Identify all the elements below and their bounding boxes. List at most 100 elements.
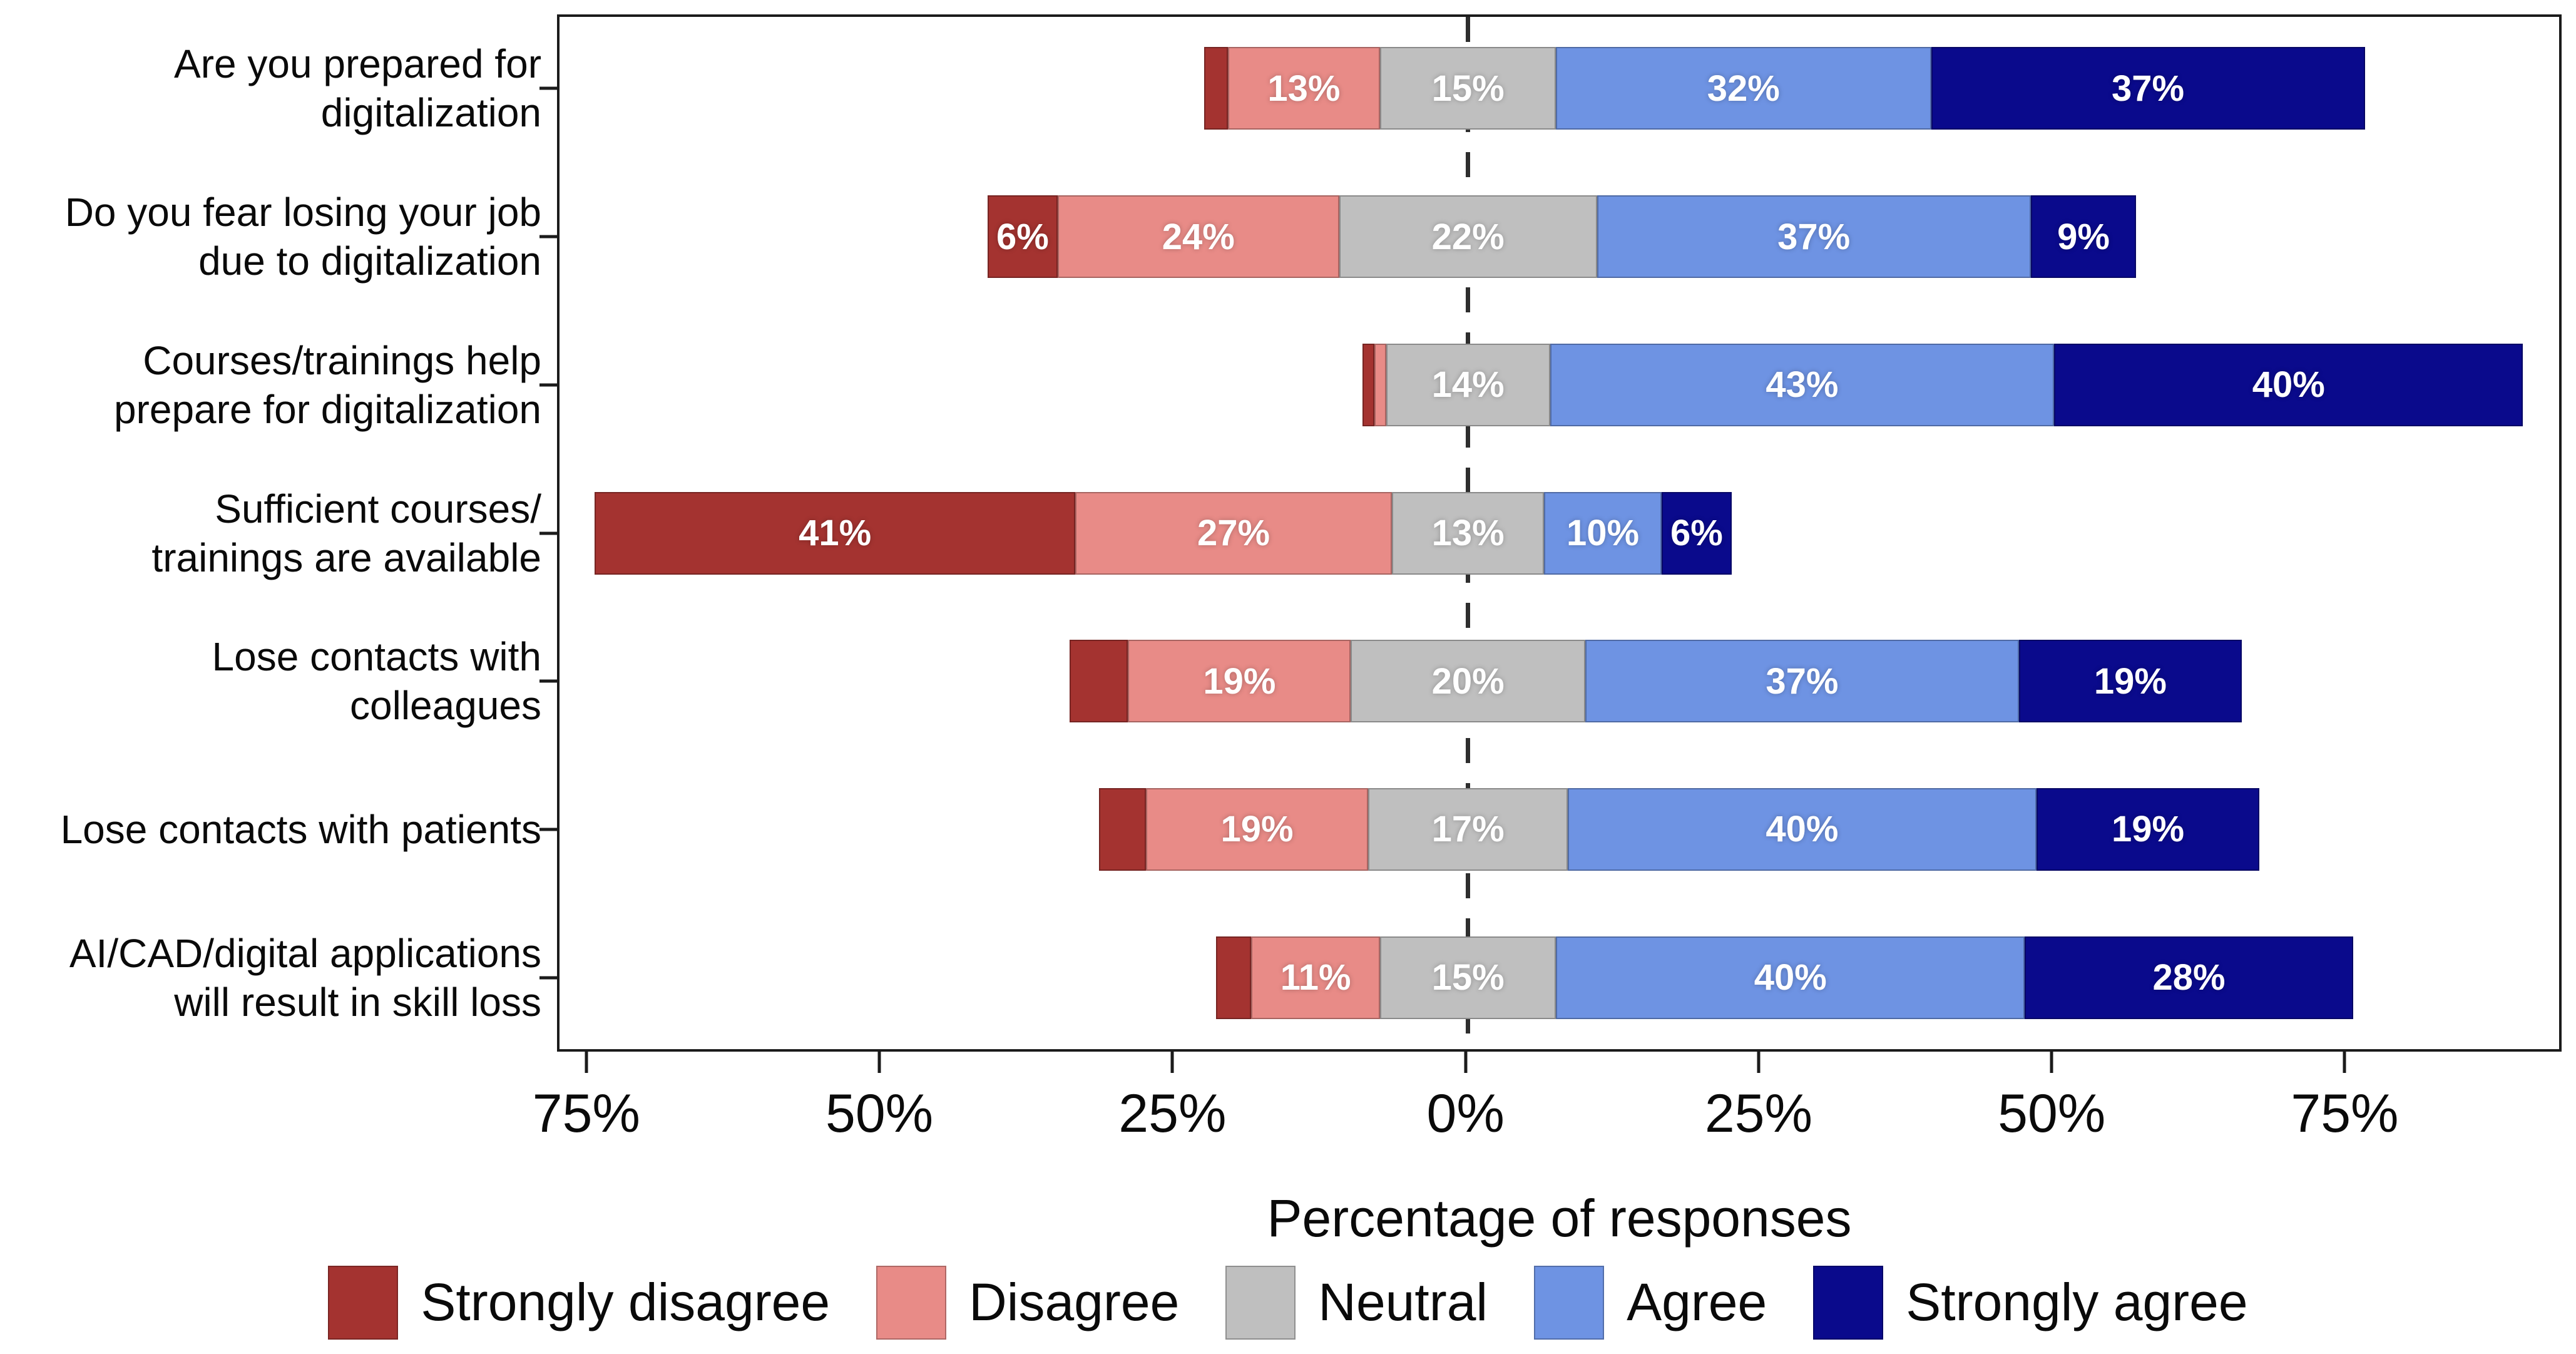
bar-segment-disagree: 19% [1145, 787, 1369, 871]
y-axis-tick [539, 531, 557, 535]
legend-label: Strongly disagree [421, 1273, 831, 1331]
category-label: Lose contacts with colleagues [212, 634, 542, 729]
bar-segment-agree: 43% [1550, 343, 2055, 426]
x-axis-tick-label: 75% [532, 1084, 640, 1144]
bar-value-label: 40% [2252, 364, 2325, 406]
bar-value-label: 40% [1766, 809, 1839, 850]
category-label: Courses/trainings help prepare for digit… [113, 337, 541, 432]
bar-value-label: 13% [1431, 513, 1505, 553]
bar-value-label: 22% [1431, 216, 1505, 257]
legend-swatch [1813, 1265, 1884, 1340]
legend-item: Disagree [876, 1265, 1180, 1340]
y-axis-tick [539, 235, 557, 238]
bar-value-label: 14% [1431, 364, 1505, 406]
category-label: Sufficient courses/ trainings are availa… [151, 486, 541, 580]
bar-segment-agree: 40% [1556, 936, 2025, 1019]
plot-area: 13% 15% 32% 37% 6% 24% 22% 37% 9% 14% 43% 40% 41% 27%… [557, 14, 2562, 1052]
legend-swatch [1225, 1265, 1296, 1340]
bar-segment-agree: 10% [1544, 491, 1662, 575]
bar-row: 19% 20% 37% 19% [560, 640, 2559, 723]
bar-value-label: 40% [1754, 957, 1827, 998]
bar-row: 19% 17% 40% 19% [560, 787, 2559, 871]
bar-segment-disagree: 19% [1128, 640, 1351, 723]
bar-value-label: 24% [1162, 216, 1235, 257]
bar-segment-neutral: 22% [1339, 195, 1597, 279]
y-axis-tick [539, 383, 557, 387]
y-axis-tick [539, 976, 557, 980]
bar-row: 41% 27% 13% 10% 6% [560, 491, 2559, 575]
x-axis-title: Percentage of responses [1267, 1189, 1852, 1248]
bar-segment-neutral: 17% [1368, 787, 1568, 871]
bar-value-label: 6% [1670, 513, 1723, 553]
bar-value-label: 37% [1777, 216, 1851, 257]
y-axis-tick [539, 86, 557, 90]
x-axis-tick [2050, 1052, 2053, 1073]
bar-segment-agree: 40% [1567, 787, 2037, 871]
bar-segment-agree: 37% [1585, 640, 2019, 723]
legend-label: Disagree [969, 1273, 1180, 1331]
legend-item: Strongly disagree [328, 1265, 831, 1340]
bar-value-label: 32% [1707, 68, 1780, 109]
bar-segment-disagree [1374, 343, 1386, 426]
legend-label: Neutral [1318, 1273, 1488, 1331]
bar-segment-strongly-disagree [1204, 47, 1228, 130]
bar-value-label: 17% [1431, 809, 1505, 850]
bar-segment-neutral: 15% [1380, 47, 1556, 130]
bar-segment-disagree: 27% [1075, 491, 1392, 575]
legend: Strongly disagree Disagree Neutral Agree Str… [0, 1257, 2576, 1348]
x-axis-tick-label: 25% [1118, 1084, 1227, 1144]
legend-label: Agree [1627, 1273, 1767, 1331]
category-label: Do you fear losing your job due to digit… [64, 189, 541, 284]
category-label: Lose contacts with patients [60, 806, 541, 852]
bar-segment-strongly-disagree: 6% [987, 195, 1058, 279]
bar-value-label: 43% [1766, 364, 1839, 406]
bar-value-label: 41% [799, 513, 872, 553]
bar-segment-strongly-agree: 6% [1661, 491, 1732, 575]
bar-segment-neutral: 15% [1380, 936, 1556, 1019]
bar-value-label: 6% [996, 216, 1049, 257]
legend-item: Neutral [1225, 1265, 1488, 1340]
y-axis-tick [539, 679, 557, 683]
bar-value-label: 11% [1280, 957, 1351, 998]
bar-segment-strongly-agree: 19% [2019, 640, 2242, 723]
x-axis-tick-label: 25% [1704, 1084, 1812, 1144]
bar-value-label: 19% [2093, 660, 2167, 702]
x-axis-tick-label: 0% [1426, 1084, 1505, 1144]
x-axis-tick-label: 50% [825, 1084, 934, 1144]
legend-item: Agree [1534, 1265, 1767, 1340]
bar-segment-disagree: 24% [1058, 195, 1339, 279]
bar-row: 6% 24% 22% 37% 9% [560, 195, 2559, 279]
bar-segment-strongly-disagree [1069, 640, 1128, 723]
bar-value-label: 13% [1267, 68, 1341, 109]
legend-swatch [1534, 1265, 1605, 1340]
bar-row: 13% 15% 32% 37% [560, 47, 2559, 130]
x-axis-tick-label: 50% [1998, 1084, 2106, 1144]
category-label: Are you prepared for digitalization [174, 41, 541, 136]
bar-segment-strongly-agree: 9% [2030, 195, 2137, 279]
bar-value-label: 19% [1220, 809, 1294, 850]
bar-row: 14% 43% 40% [560, 343, 2559, 426]
x-axis-tick [1464, 1052, 1468, 1073]
x-axis-tick [1170, 1052, 1174, 1073]
x-axis-tick [877, 1052, 881, 1073]
y-axis-tick [539, 828, 557, 831]
bar-value-label: 20% [1431, 660, 1505, 702]
bar-value-label: 37% [2111, 68, 2185, 109]
bar-segment-strongly-agree: 19% [2037, 787, 2259, 871]
bar-value-label: 15% [1431, 957, 1505, 998]
bar-segment-neutral: 13% [1391, 491, 1545, 575]
legend-swatch [328, 1265, 399, 1340]
bar-value-label: 37% [1766, 660, 1839, 702]
bar-segment-strongly-agree: 40% [2054, 343, 2523, 426]
x-axis-tick [585, 1052, 588, 1073]
x-axis-tick [1757, 1052, 1761, 1073]
bar-value-label: 9% [2057, 216, 2110, 257]
bar-segment-disagree: 11% [1251, 936, 1381, 1019]
bar-segment-disagree: 13% [1227, 47, 1381, 130]
bar-segment-strongly-disagree: 41% [595, 491, 1076, 575]
bar-segment-strongly-agree: 37% [1931, 47, 2365, 130]
bar-value-label: 15% [1431, 68, 1505, 109]
x-axis-tick [2343, 1052, 2346, 1073]
bar-value-label: 10% [1566, 513, 1640, 553]
